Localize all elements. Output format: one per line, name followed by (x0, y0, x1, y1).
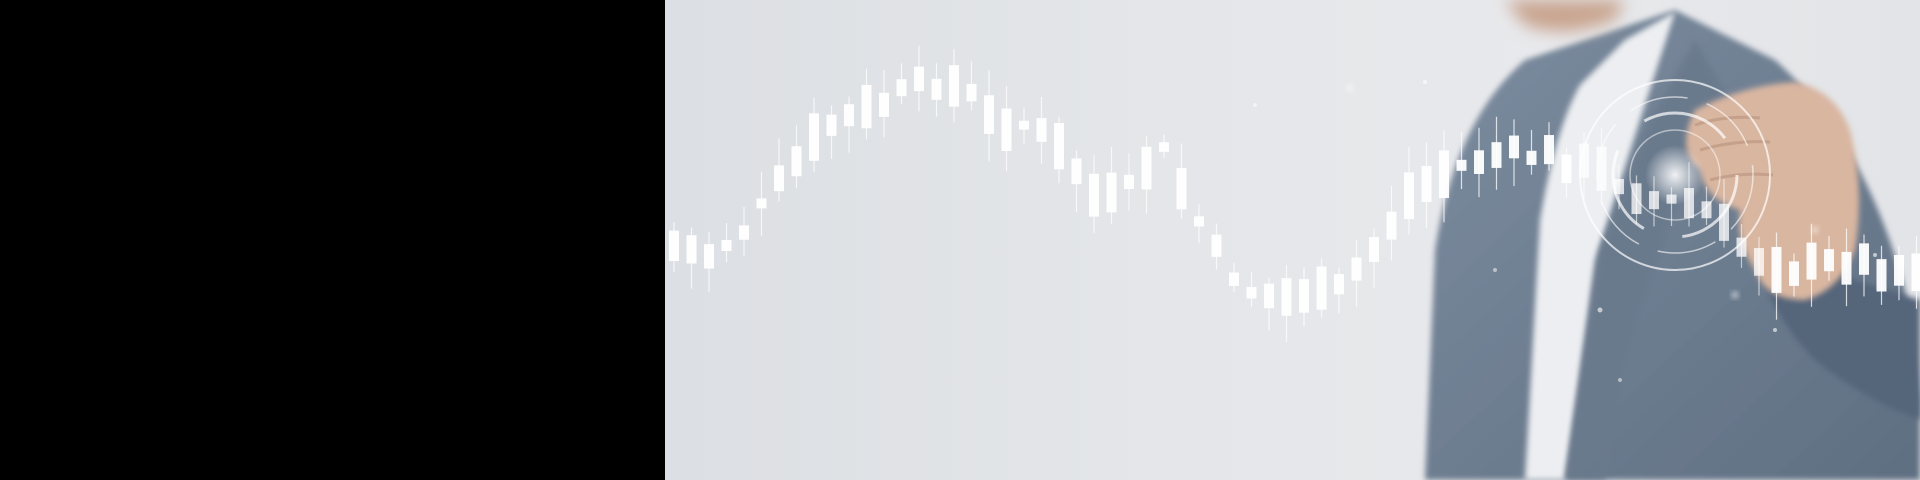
black-panel (0, 0, 665, 480)
candle-body (1176, 168, 1187, 210)
candle-body (1456, 159, 1467, 171)
candle-body (1106, 172, 1117, 213)
candle-body (1859, 243, 1869, 275)
shirt (1525, 12, 1675, 480)
candle-body (1019, 120, 1029, 130)
candle-body (966, 83, 977, 102)
candle-body (1789, 261, 1799, 286)
candle-body (1229, 272, 1239, 286)
photo-illustration (669, 0, 1920, 480)
candle-body (1334, 274, 1344, 295)
candle-body (1649, 191, 1659, 210)
candle-body (704, 244, 714, 269)
candle-body (669, 230, 679, 262)
candle-body (879, 92, 889, 117)
hologram-ring-icon (1579, 79, 1771, 271)
candle-body (721, 239, 732, 251)
candle-body (1159, 142, 1169, 152)
candle-body (1824, 249, 1834, 272)
candle-body (1369, 237, 1379, 262)
candle-body (791, 146, 802, 177)
candle-body (1719, 203, 1729, 241)
candle-body (1876, 259, 1887, 292)
candle-body (1596, 146, 1607, 191)
candle-body (1071, 158, 1082, 185)
candle-body (1771, 246, 1782, 293)
candle-body (1001, 108, 1012, 151)
candle-body (774, 165, 784, 192)
candle-body (1054, 123, 1064, 170)
candle-body (1894, 255, 1904, 286)
candle-body (1491, 142, 1502, 168)
photo (665, 0, 1920, 480)
candle-body (844, 104, 854, 127)
candle-body (1089, 173, 1099, 217)
candle-body (1421, 165, 1432, 203)
candle-body (984, 95, 994, 134)
candle-body (1841, 251, 1852, 285)
candlestick-chart-icon (669, 45, 1920, 343)
candle-body (1299, 279, 1309, 313)
candle-body (686, 235, 697, 264)
candle-body (1911, 253, 1920, 292)
candle-body (1264, 283, 1274, 309)
candle-body (896, 79, 907, 97)
candle-body (1386, 211, 1397, 240)
candle-body (1666, 194, 1677, 204)
candle-body (826, 114, 837, 136)
candle-body (1141, 146, 1152, 190)
candle-body (1124, 174, 1134, 190)
candle-body (1754, 248, 1764, 276)
candle-body (1474, 150, 1484, 174)
candle-body (739, 225, 749, 240)
candle-body (931, 78, 942, 100)
candle-body (1806, 242, 1817, 280)
candle-body (1439, 150, 1449, 199)
candle-body (1211, 234, 1222, 257)
sparkles (1253, 80, 1877, 382)
candle-body (1561, 154, 1572, 184)
candle-body (1281, 278, 1292, 316)
candle-body (1614, 179, 1624, 195)
candle-body (1544, 135, 1554, 165)
chin (1505, 0, 1625, 32)
candle-body (914, 66, 924, 92)
candle-body (1684, 188, 1694, 219)
candle-body (949, 65, 959, 107)
candle-body (809, 113, 819, 161)
candle-body (1526, 150, 1537, 165)
candle-body (1404, 172, 1414, 220)
candle-body (1631, 183, 1642, 215)
candle-body (1509, 135, 1519, 159)
candle-body (1579, 143, 1589, 178)
candle-body (1036, 118, 1047, 142)
candle-body (1736, 237, 1747, 257)
candle-body (861, 84, 872, 129)
candle-body (1246, 287, 1257, 299)
candle-body (756, 198, 767, 209)
candle-body (1194, 216, 1204, 227)
candle-body (1351, 257, 1362, 281)
candle-body (1701, 201, 1712, 219)
candle-body (1316, 266, 1327, 310)
